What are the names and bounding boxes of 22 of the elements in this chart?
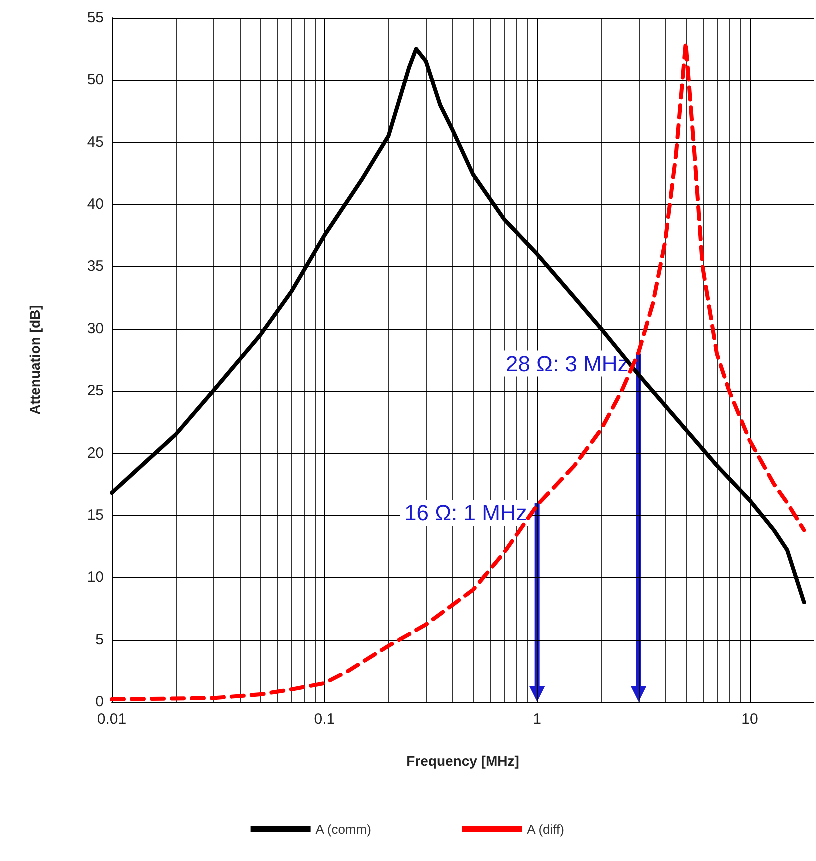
y-tick-label: 45 — [87, 134, 104, 151]
x-tick-label: 0.1 — [314, 711, 336, 728]
annotation: 16 Ω: 1 MHz — [404, 500, 528, 526]
y-tick-label: 30 — [87, 320, 104, 338]
y-tick-label: 55 — [87, 10, 104, 26]
y-tick-label: 10 — [87, 569, 104, 586]
legend-label: A (diff) — [527, 822, 564, 837]
y-tick-label: 20 — [87, 444, 104, 462]
y-tick-label: 35 — [87, 258, 104, 276]
x-tick-label: 0.01 — [97, 711, 127, 728]
y-tick-label: 15 — [87, 506, 104, 524]
legend-label: A (comm) — [316, 822, 372, 837]
y-tick-label: 40 — [87, 196, 104, 214]
y-tick-label: 5 — [96, 631, 104, 648]
x-tick-label: 10 — [742, 711, 758, 728]
y-tick-label: 25 — [87, 382, 104, 400]
x-tick-label: 1 — [533, 711, 542, 728]
x-axis-title: Frequency [MHz] — [406, 753, 520, 769]
y-tick-label: 0 — [96, 694, 104, 710]
y-tick-label: 50 — [87, 72, 104, 89]
annotation: 28 Ω: 3 MHz — [506, 351, 629, 376]
y-axis-title: Attenuation [dB] — [27, 305, 43, 415]
